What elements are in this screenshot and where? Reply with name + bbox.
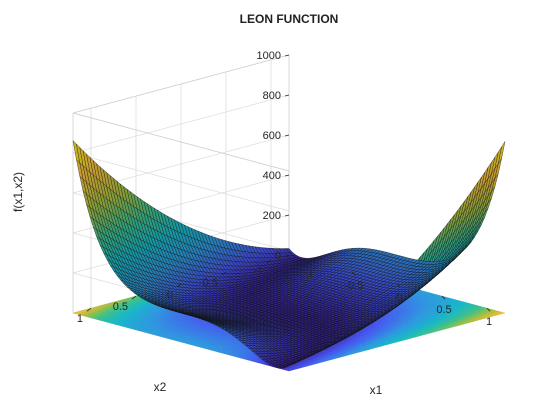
surface-mesh <box>72 140 506 369</box>
chart-title: LEON FUNCTION <box>240 12 339 26</box>
box-edge <box>72 112 290 172</box>
floor-cell <box>283 368 295 372</box>
box-edge <box>72 54 290 114</box>
